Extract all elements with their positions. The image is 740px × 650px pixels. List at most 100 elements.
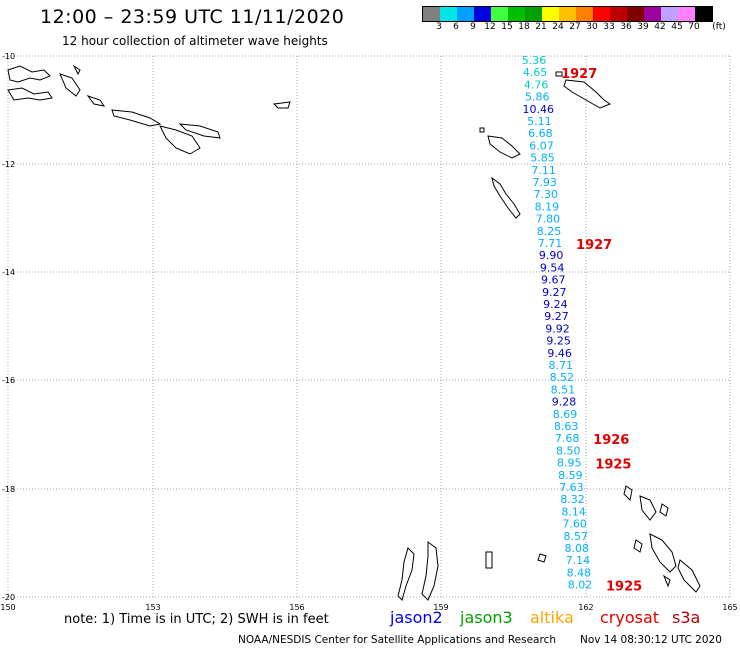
wave-height-value: 8.14 — [561, 505, 586, 518]
colorbar-label: 18 — [518, 22, 530, 32]
colorbar-label: 6 — [453, 22, 459, 32]
wave-height-value: 7.63 — [559, 481, 584, 494]
wave-height-value: 8.57 — [563, 530, 588, 543]
pass-time-label: 1926 — [593, 433, 629, 448]
wave-height-value: 5.85 — [530, 152, 555, 165]
coastline-island-9 — [72, 64, 81, 76]
colorbar-label: 36 — [620, 22, 632, 32]
pass-time-label: 1927 — [576, 238, 612, 253]
wave-height-value: 7.68 — [555, 432, 580, 445]
satellite-legend-s3a: s3a — [672, 608, 701, 627]
credit-text: NOAA/NESDIS Center for Satellite Applica… — [238, 634, 556, 646]
colorbar-label: 70 — [688, 22, 700, 32]
wave-height-value: 5.36 — [522, 54, 547, 67]
wave-height-value: 4.65 — [523, 66, 548, 79]
wave-height-value: 9.24 — [543, 298, 568, 311]
wave-height-colorbar — [422, 6, 713, 22]
colorbar-swatch — [610, 7, 627, 21]
colorbar-label: 30 — [586, 22, 598, 32]
colorbar-swatch — [678, 7, 695, 21]
coastline-island-14 — [491, 176, 521, 219]
wave-height-value: 8.51 — [551, 383, 576, 396]
coastline-island-4 — [86, 95, 106, 107]
coastline-island-17 — [659, 503, 669, 517]
coastline-island-1 — [7, 65, 51, 83]
coastline-island-6 — [159, 125, 201, 155]
satellite-legend-jason3: jason3 — [460, 608, 513, 627]
wave-height-value: 7.30 — [534, 188, 559, 201]
colorbar-label: 42 — [654, 22, 666, 32]
colorbar-label: 27 — [569, 22, 581, 32]
wave-height-value: 4.76 — [524, 78, 549, 91]
colorbar-swatch — [695, 7, 712, 21]
coastline-island-21 — [662, 574, 671, 588]
satellite-legend-cryosat: cryosat — [600, 608, 660, 627]
y-tick-label: -10 — [2, 52, 15, 61]
coastline-island-16 — [639, 495, 657, 521]
wave-height-value: 6.07 — [529, 139, 554, 152]
colorbar-label: 45 — [671, 22, 683, 32]
pass-time-label: 1925 — [595, 458, 631, 473]
coastlines — [7, 64, 701, 601]
pass-time-label: 1927 — [561, 67, 597, 82]
wave-height-value: 9.90 — [539, 249, 564, 262]
colorbar-swatch — [627, 7, 644, 21]
colorbar-swatch — [457, 7, 474, 21]
colorbar-swatch — [576, 7, 593, 21]
wave-height-value: 8.08 — [565, 542, 590, 555]
coastline-island-2 — [7, 87, 53, 101]
generation-timestamp: Nov 14 08:30:12 UTC 2020 — [580, 634, 722, 646]
coastline-island-20 — [633, 539, 643, 553]
coastline-island-13 — [555, 71, 563, 77]
wave-height-value: 9.67 — [541, 274, 566, 287]
x-tick-label: 162 — [578, 603, 593, 612]
wave-height-value: 5.86 — [525, 91, 550, 104]
wave-height-value: 8.59 — [558, 469, 583, 482]
wave-height-value: 9.92 — [545, 322, 570, 335]
wave-height-value: 8.19 — [535, 200, 560, 213]
coastline-island-11 — [487, 135, 521, 159]
map-subtitle: 12 hour collection of altimeter wave hei… — [62, 34, 328, 48]
coastline-island-23 — [421, 541, 439, 601]
y-tick-label: -18 — [2, 485, 15, 494]
coastline-island-19 — [677, 559, 701, 593]
coastline-island-5 — [111, 109, 162, 127]
wave-height-value: 8.71 — [548, 359, 573, 372]
wave-height-value: 7.80 — [536, 213, 561, 226]
wave-height-value: 6.68 — [528, 127, 553, 140]
wave-height-value: 8.48 — [567, 566, 592, 579]
colorbar-label: 21 — [535, 22, 547, 32]
wave-height-value: 10.46 — [523, 103, 555, 116]
coastline-island-24 — [485, 551, 493, 569]
colorbar-swatch — [644, 7, 661, 21]
coastline-island-25 — [537, 553, 547, 563]
satellite-legend-jason2: jason2 — [390, 608, 443, 627]
coastline-island-12 — [563, 79, 612, 109]
wave-height-value: 7.71 — [538, 237, 563, 250]
axis-tick-labels: 150 153 156 159 162 165 -10 -12 -14 -16 -18 -20 — [0, 52, 737, 612]
wave-height-value: 8.69 — [553, 408, 578, 421]
wave-height-value: 8.50 — [556, 444, 581, 457]
wave-height-value: 5.11 — [527, 115, 552, 128]
coastline-island-15 — [623, 485, 633, 502]
colorbar-label: 12 — [484, 22, 496, 32]
wave-height-value: 8.32 — [560, 493, 585, 506]
wave-height-value: 9.28 — [552, 396, 577, 409]
wave-height-value: 9.27 — [542, 286, 567, 299]
colorbar-swatch — [559, 7, 576, 21]
time-labels: 1927 1927 1926 1925 1925 — [561, 67, 642, 594]
wave-height-value: 7.11 — [531, 164, 556, 177]
coastline-island-22 — [397, 547, 415, 601]
colorbar-label: 3 — [436, 22, 442, 32]
satellite-legend-altika: altika — [530, 608, 574, 627]
pass-time-label: 1925 — [606, 580, 642, 595]
wave-height-value: 7.60 — [562, 518, 587, 531]
wave-height-value: 7.93 — [532, 176, 557, 189]
colorbar-label: 15 — [501, 22, 513, 32]
colorbar-swatch — [593, 7, 610, 21]
wave-height-track: 5.364.654.765.8610.465.116.686.075.857.1… — [522, 54, 593, 592]
wave-height-value: 8.95 — [557, 457, 582, 470]
x-tick-label: 159 — [433, 603, 448, 612]
y-tick-label: -16 — [2, 376, 15, 385]
